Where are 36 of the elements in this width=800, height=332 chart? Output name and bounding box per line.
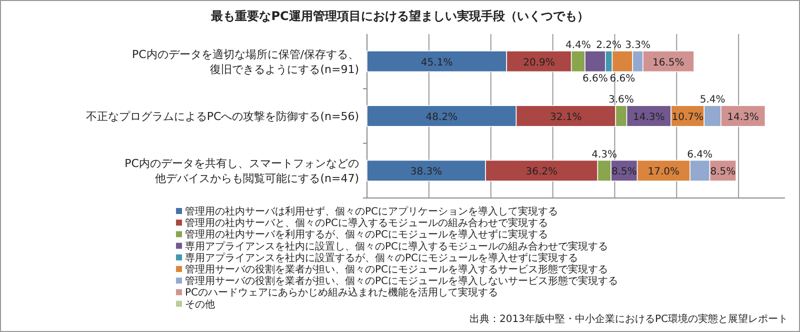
data-label: 8.5% <box>611 166 637 178</box>
y-tick-label: PC内のデータを適切な場所に保管/保存する、復旧できるようにする(n=91) <box>132 48 359 76</box>
legend-label: 管理用サーバの役割を業者が担い、個々のPCにモジュールを導入するサービス形態で実現する <box>185 264 608 276</box>
data-label: 38.3% <box>410 166 442 178</box>
data-label: 8.5% <box>710 166 736 178</box>
data-label: 2.2% <box>596 40 622 51</box>
data-label: 4.4% <box>565 40 591 51</box>
legend-label: 管理用サーバの役割を業者が担い、個々のPCにモジュールを導入しないサービス形態で実現する <box>185 275 618 288</box>
legend-label: 管理用の社内サーバと、個々のPCに導入するモジュールの組み合わせで実現する <box>185 217 548 230</box>
source-note: 出典：2013年版中堅・中小企業におけるPC環境の実態と展望レポート <box>470 313 788 325</box>
data-label: 14.3% <box>727 112 759 123</box>
data-label: 32.1% <box>550 112 582 123</box>
data-label: 20.9% <box>523 57 555 68</box>
legend-label: PCのハードウェアにあらかじめ組み込まれた機能を活用して実現する <box>185 286 498 299</box>
y-tick-label: PC内のデータを共有し、スマートフォンなどの他デバイスからも閲覧可能にする(n=47) <box>124 157 359 186</box>
data-label: 3.3% <box>625 40 650 51</box>
data-label: 10.7% <box>672 112 704 123</box>
chart-title: 最も重要なPC運用管理項目における望ましい実現手段（いくつでも） <box>210 9 589 23</box>
data-label: 6.6% <box>610 74 636 85</box>
legend-label: 管理用の社内サーバは利用せず、個々のPCにアプリケーションを導入して実現する <box>185 206 558 218</box>
data-label: 3.6% <box>608 94 634 106</box>
data-label: 36.2% <box>526 166 558 178</box>
data-label: 4.3% <box>592 149 618 160</box>
data-label: 16.5% <box>652 57 684 68</box>
legend-label: 専用アプライアンスを社内に設置するが、個々のPCにモジュールを導入せずに実現する <box>185 252 578 264</box>
data-label: 17.0% <box>648 166 680 178</box>
data-label: 14.3% <box>633 112 665 123</box>
data-label: 48.2% <box>426 112 458 123</box>
legend-label: その他 <box>185 298 215 310</box>
legend-label: 専用アプライアンスを社内に設置し、個々のPCに導入するモジュールの組み合わせで実現する <box>185 240 608 252</box>
legend-label: 管理用の社内サーバを利用するが、個々のPCにモジュールを導入せずに実現する <box>185 228 548 241</box>
data-label: 45.1% <box>420 57 453 68</box>
data-label: 6.6% <box>582 74 608 85</box>
data-label: 6.4% <box>687 149 713 160</box>
y-tick-label: 不正なプログラムによるPCへの攻撃を防御する(n=56) <box>86 110 359 123</box>
data-label: 5.4% <box>700 94 726 106</box>
